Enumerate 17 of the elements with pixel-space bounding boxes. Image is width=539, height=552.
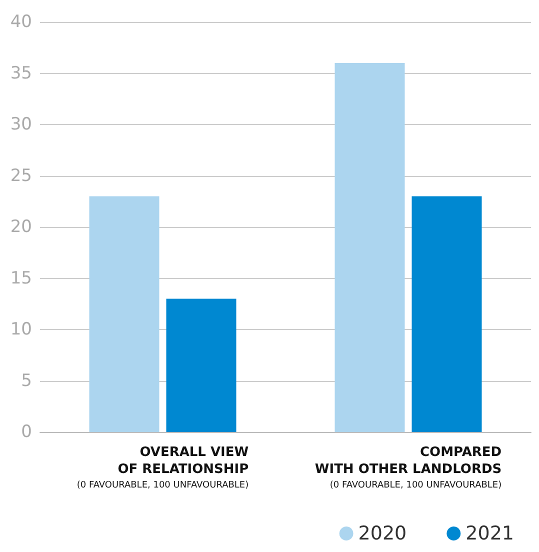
legend-label: 2021 <box>466 522 514 544</box>
y-tick-label: 30 <box>10 114 32 134</box>
y-tick-label: 25 <box>10 166 32 186</box>
y-tick-label: 20 <box>10 217 32 237</box>
bar <box>412 196 482 432</box>
y-tick-label: 10 <box>10 320 32 340</box>
x-tick-label: OVERALL VIEW OF RELATIONSHIP (0 FAVOURABLE, 100 UNFAVOURABLE) <box>76 445 249 490</box>
y-tick-label: 15 <box>10 268 32 288</box>
bar <box>89 196 160 432</box>
y-tick-label: 35 <box>10 63 32 84</box>
y-tick-label: 0 <box>21 422 32 442</box>
x-tick-label: COMPARED WITH OTHER LANDLORDS (0 FAVOURABLE, 100 UNFAVOURABLE) <box>314 445 502 490</box>
y-tick-label: 5 <box>21 370 32 391</box>
bar <box>334 63 405 432</box>
y-tick-label: 40 <box>10 12 32 32</box>
legend-label: 2020 <box>358 522 407 544</box>
bar <box>166 298 236 432</box>
